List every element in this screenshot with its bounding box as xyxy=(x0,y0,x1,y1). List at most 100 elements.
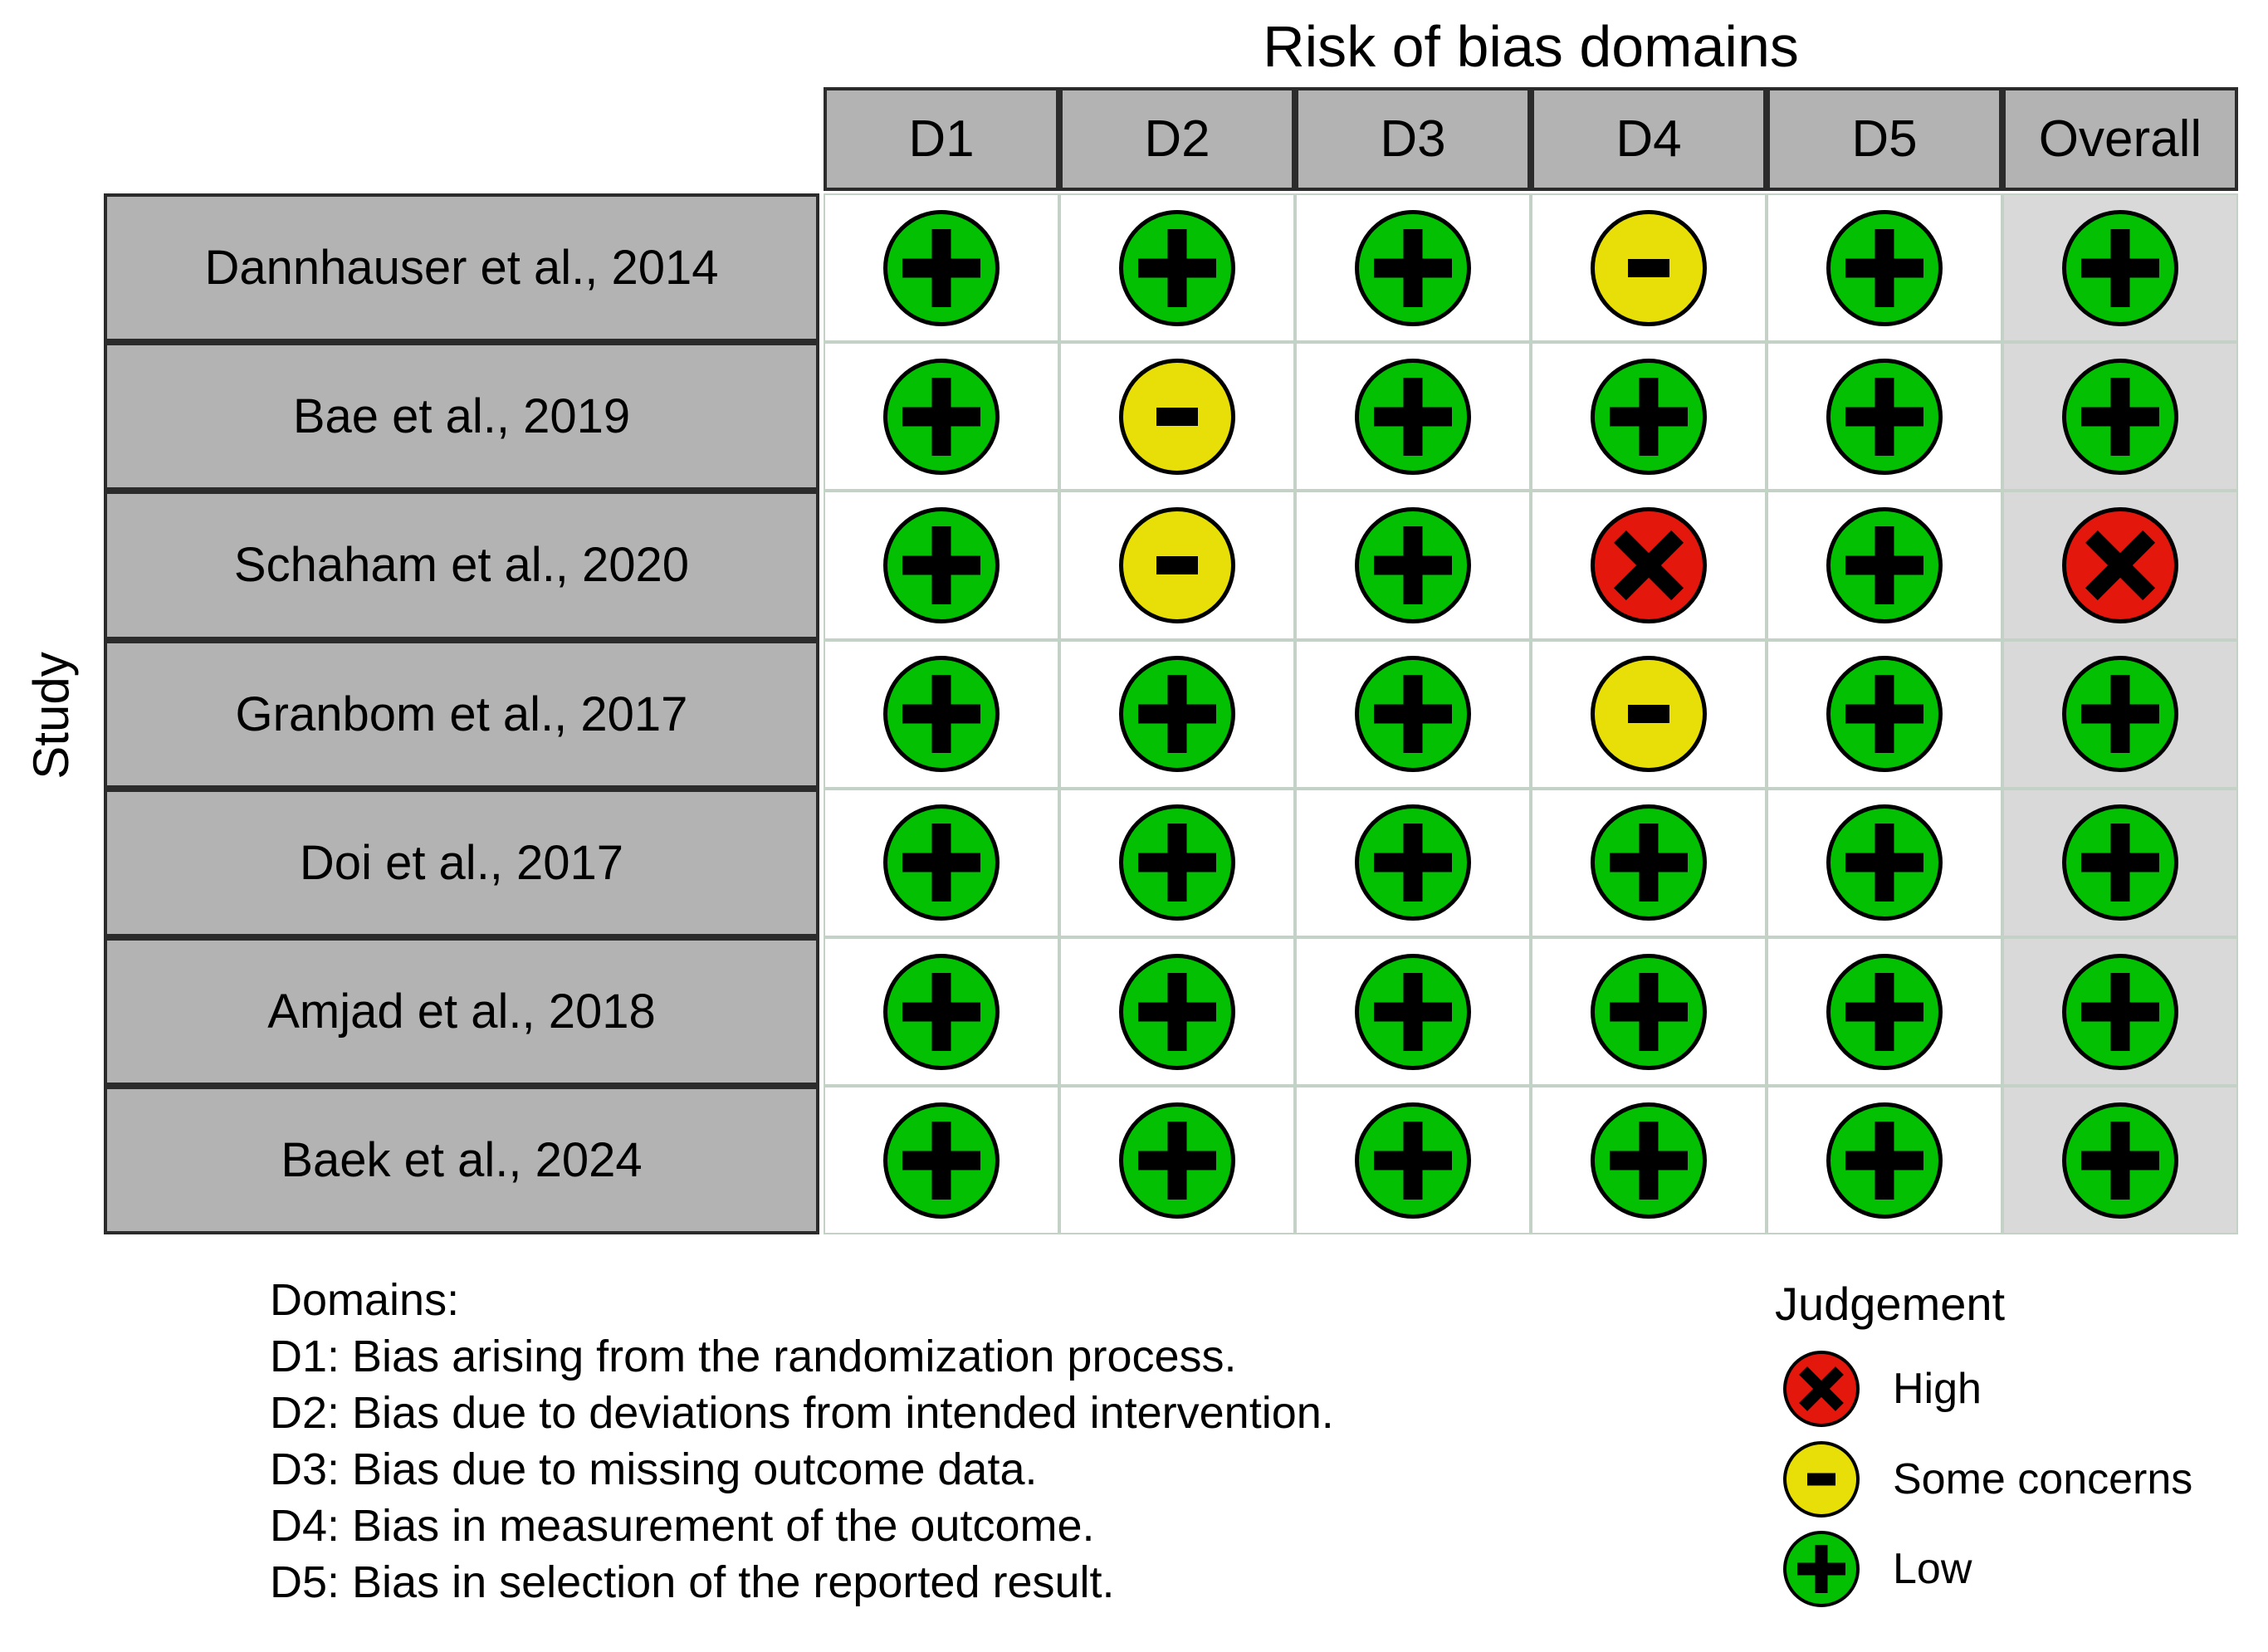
judgement-cell xyxy=(824,1086,1059,1235)
plus-symbol xyxy=(931,972,951,1051)
judgement-cell xyxy=(824,937,1059,1087)
judgement-cell xyxy=(824,342,1059,491)
judgement-cell xyxy=(1059,639,1295,789)
judgement-cell xyxy=(1767,788,2002,937)
judgement-cell xyxy=(2002,788,2238,937)
judgement-circle-plus xyxy=(1826,656,1943,773)
column-header-label: D5 xyxy=(1851,110,1918,168)
judgement-circle-plus xyxy=(1355,506,1471,623)
judgement-cell xyxy=(824,193,1059,343)
column-header-d4: D4 xyxy=(1531,87,1767,191)
judgement-circle-plus xyxy=(1119,656,1235,773)
judgement-circle-plus xyxy=(1119,953,1235,1070)
plus-symbol xyxy=(1875,972,1894,1051)
judgement-circle-plus xyxy=(883,506,1000,623)
judgement-cell xyxy=(1531,193,1767,343)
judgement-circle-plus xyxy=(1591,953,1707,1070)
plus-symbol xyxy=(2110,377,2130,456)
judgement-circle-plus xyxy=(883,358,1000,475)
judgement-circle-plus xyxy=(2062,953,2178,1070)
judgement-cell xyxy=(1059,491,1295,640)
judgement-cell xyxy=(1059,342,1295,491)
figure-title: Risk of bias domains xyxy=(1263,14,1799,79)
plus-symbol xyxy=(1167,228,1187,307)
plus-symbol xyxy=(1167,972,1187,1051)
column-header-d5: D5 xyxy=(1767,87,2002,191)
judgement-cell xyxy=(1295,1086,1531,1235)
judgement-circle-plus xyxy=(1826,506,1943,623)
plus-symbol xyxy=(1639,972,1659,1051)
study-name: Granbom et al., 2017 xyxy=(235,687,688,741)
study-name: Baek et al., 2024 xyxy=(281,1133,643,1188)
judgement-circle-plus xyxy=(1355,656,1471,773)
judgement-cell xyxy=(1295,788,1531,937)
judgement-circle-x xyxy=(2062,506,2178,623)
legend-entry-some-concerns: Some concerns xyxy=(1783,1441,2192,1518)
judgement-circle-plus xyxy=(1591,1102,1707,1219)
column-header-d1: D1 xyxy=(824,87,1059,191)
judgement-circle-plus xyxy=(2062,1102,2178,1219)
study-name: Schaham et al., 2020 xyxy=(233,538,690,593)
plus-symbol xyxy=(1403,525,1423,604)
column-header-label: D1 xyxy=(908,110,975,168)
judgement-cell xyxy=(1059,1086,1295,1235)
judgement-cell xyxy=(1531,1086,1767,1235)
plus-symbol xyxy=(2110,972,2130,1051)
minus-symbol xyxy=(1156,555,1198,574)
judgement-circle-plus xyxy=(1826,358,1943,475)
plus-symbol xyxy=(1875,675,1894,754)
study-name-cell: Dannhauser et al., 2014 xyxy=(104,193,819,343)
legend-entry-high: High xyxy=(1783,1351,1982,1427)
study-name: Amjad et al., 2018 xyxy=(267,985,656,1039)
judgement-circle-plus xyxy=(883,1102,1000,1219)
judgement-cell xyxy=(2002,342,2238,491)
judgement-cell xyxy=(2002,1086,2238,1235)
judgement-cell xyxy=(1059,193,1295,343)
plus-symbol xyxy=(1403,1121,1423,1200)
judgement-circle-plus xyxy=(883,656,1000,773)
plus-symbol xyxy=(931,228,951,307)
judgement-cell xyxy=(1767,639,2002,789)
judgement-cell xyxy=(1295,937,1531,1087)
plus-symbol xyxy=(2110,824,2130,902)
judgement-cell xyxy=(2002,639,2238,789)
legend-label: High xyxy=(1893,1365,1982,1413)
domain-description-d3: D3: Bias due to missing outcome data. xyxy=(270,1444,1038,1494)
plus-symbol xyxy=(1875,525,1894,604)
judgement-cell xyxy=(1767,937,2002,1087)
judgement-cell xyxy=(2002,937,2238,1087)
judgement-circle-plus xyxy=(1119,804,1235,921)
plus-symbol xyxy=(1167,824,1187,902)
judgement-cell xyxy=(1767,491,2002,640)
judgement-circle-plus xyxy=(883,953,1000,1070)
judgement-circle-x xyxy=(1591,506,1707,623)
judgement-cell xyxy=(1295,639,1531,789)
judgement-circle-plus xyxy=(2062,656,2178,773)
judgement-circle-plus xyxy=(2062,804,2178,921)
judgement-cell xyxy=(2002,491,2238,640)
column-header-overall: Overall xyxy=(2002,87,2238,191)
plus-symbol xyxy=(931,525,951,604)
study-name-cell: Amjad et al., 2018 xyxy=(104,937,819,1087)
study-name-cell: Granbom et al., 2017 xyxy=(104,639,819,789)
judgement-circle-plus xyxy=(1591,358,1707,475)
judgement-circle-x xyxy=(1783,1351,1860,1427)
study-name-cell: Schaham et al., 2020 xyxy=(104,491,819,640)
legend-label: Low xyxy=(1893,1545,1972,1593)
plus-symbol xyxy=(2110,1121,2130,1200)
judgement-circle-plus xyxy=(1355,1102,1471,1219)
plus-symbol xyxy=(1403,824,1423,902)
plus-symbol xyxy=(1875,1121,1894,1200)
judgement-circle-plus xyxy=(1355,209,1471,326)
judgement-cell xyxy=(1531,788,1767,937)
study-name-cell: Bae et al., 2019 xyxy=(104,342,819,491)
judgement-cell xyxy=(2002,193,2238,343)
judgement-cell xyxy=(1295,193,1531,343)
judgement-cell xyxy=(1767,342,2002,491)
study-name: Doi et al., 2017 xyxy=(299,835,624,890)
judgement-circle-plus xyxy=(1355,953,1471,1070)
judgement-cell xyxy=(824,788,1059,937)
plus-symbol xyxy=(1875,228,1894,307)
study-name: Bae et al., 2019 xyxy=(292,389,631,444)
